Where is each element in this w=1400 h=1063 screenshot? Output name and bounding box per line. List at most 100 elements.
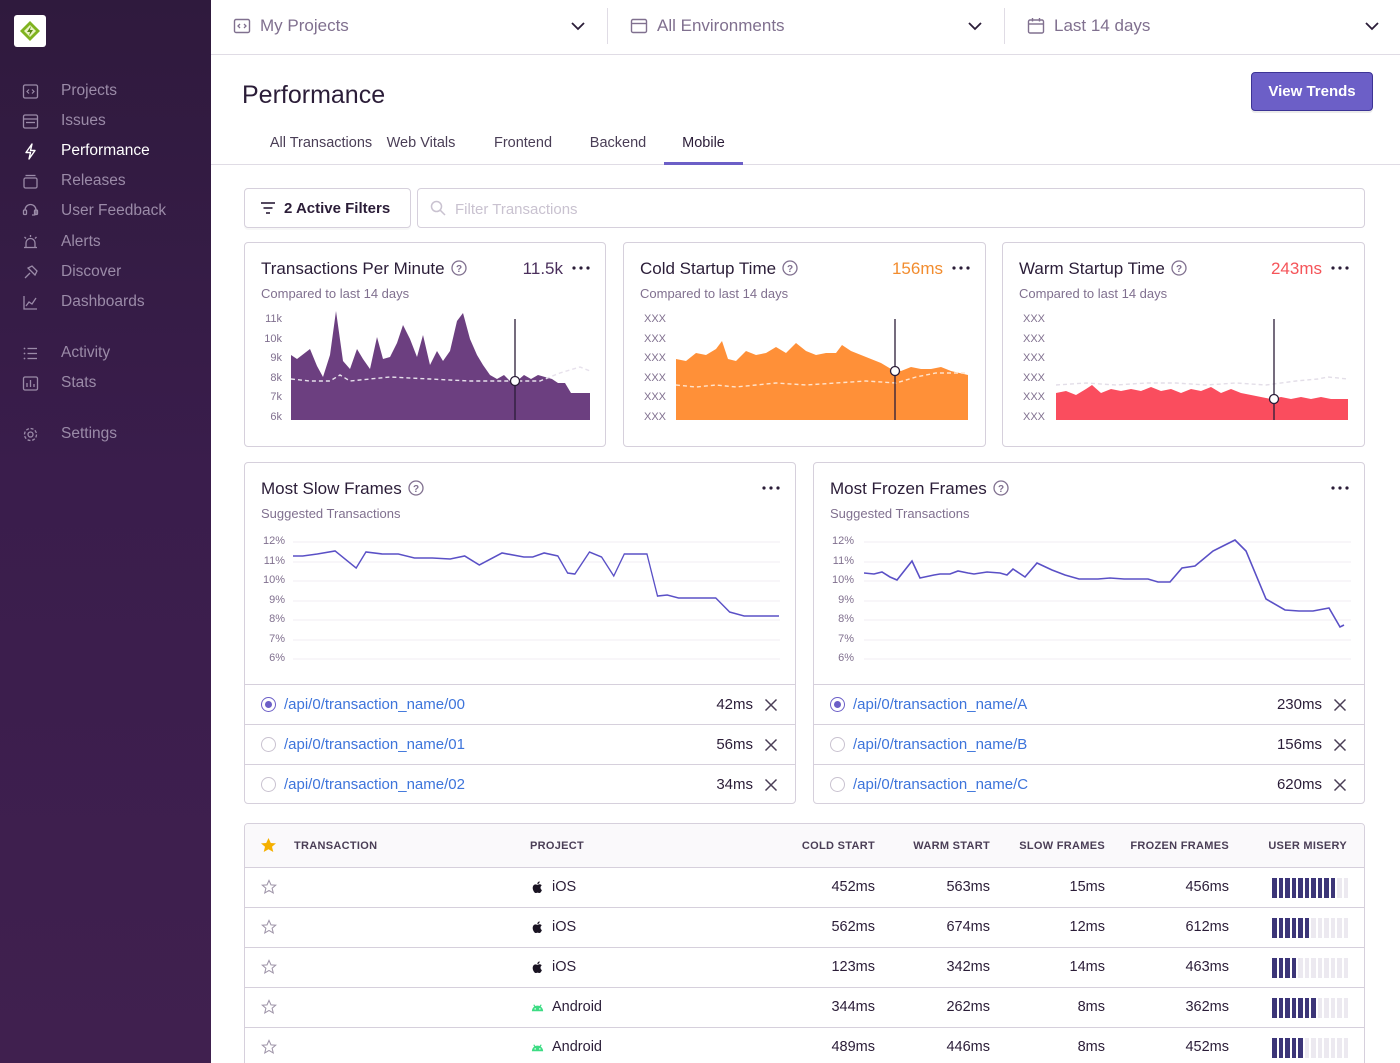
star-icon[interactable] bbox=[261, 1039, 277, 1055]
misery-bar bbox=[1337, 998, 1342, 1018]
close-icon[interactable] bbox=[1333, 738, 1347, 752]
suggested-transaction-row[interactable]: /api/0/transaction_name/C 620ms bbox=[814, 764, 1364, 804]
tab-all-transactions[interactable]: All Transactions bbox=[269, 135, 373, 151]
sidebar-item-alerts[interactable]: Alerts bbox=[0, 229, 211, 255]
close-icon[interactable] bbox=[1333, 778, 1347, 792]
misery-bar bbox=[1343, 918, 1348, 938]
cold-cursor-point[interactable] bbox=[889, 365, 901, 377]
slow-frames-line bbox=[293, 550, 780, 617]
column-frozen-frames[interactable]: FROZEN FRAMES bbox=[1130, 840, 1229, 852]
star-filled-icon[interactable] bbox=[260, 837, 277, 854]
misery-bar bbox=[1337, 958, 1342, 978]
project-selector[interactable]: My Projects bbox=[211, 0, 607, 54]
question-icon[interactable]: ? bbox=[408, 480, 424, 496]
transaction-radio[interactable] bbox=[261, 697, 276, 712]
transaction-radio[interactable] bbox=[261, 737, 276, 752]
transaction-link[interactable]: /api/0/transaction_name/C bbox=[853, 776, 1029, 793]
suggested-transaction-row[interactable]: /api/0/transaction_name/A 230ms bbox=[814, 684, 1364, 724]
close-icon[interactable] bbox=[1333, 698, 1347, 712]
view-trends-button[interactable]: View Trends bbox=[1251, 72, 1373, 111]
misery-bar bbox=[1311, 918, 1316, 938]
column-slow-frames[interactable]: SLOW FRAMES bbox=[1019, 840, 1105, 852]
warm-cursor-point[interactable] bbox=[1268, 393, 1280, 405]
misery-bar bbox=[1311, 998, 1316, 1018]
table-row[interactable]: iOS 562ms 674ms 12ms 612ms bbox=[245, 908, 1364, 948]
more-options-icon[interactable] bbox=[761, 481, 781, 495]
apple-icon bbox=[532, 921, 542, 934]
tab-web-vitals[interactable]: Web Vitals bbox=[386, 135, 456, 151]
tab-mobile[interactable]: Mobile bbox=[664, 125, 743, 165]
transaction-radio[interactable] bbox=[830, 697, 845, 712]
more-options-icon[interactable] bbox=[951, 261, 971, 275]
star-icon[interactable] bbox=[261, 959, 277, 975]
star-icon[interactable] bbox=[261, 999, 277, 1015]
sidebar-item-settings[interactable]: Settings bbox=[0, 421, 211, 447]
column-transaction[interactable]: TRANSACTION bbox=[294, 840, 378, 852]
transaction-link[interactable]: /api/0/transaction_name/A bbox=[853, 696, 1028, 713]
table-row[interactable]: Android 489ms 446ms 8ms 452ms bbox=[245, 1028, 1364, 1063]
sidebar-item-stats[interactable]: Stats bbox=[0, 370, 211, 396]
tab-frontend[interactable]: Frontend bbox=[493, 135, 553, 151]
active-filters-label: 2 Active Filters bbox=[284, 199, 391, 217]
misery-bar bbox=[1291, 918, 1296, 938]
question-icon[interactable]: ? bbox=[450, 260, 467, 276]
time-period-selector[interactable]: Last 14 days bbox=[1005, 0, 1400, 54]
column-warm-start[interactable]: WARM START bbox=[913, 840, 990, 852]
y-axis-tick-label: 12% bbox=[262, 535, 285, 547]
misery-bar bbox=[1298, 958, 1303, 978]
question-icon[interactable]: ? bbox=[1171, 260, 1187, 276]
close-icon[interactable] bbox=[764, 738, 778, 752]
sidebar-item-releases[interactable]: Releases bbox=[0, 168, 211, 194]
cold-start-value: 123ms bbox=[831, 959, 875, 975]
suggested-transaction-row[interactable]: /api/0/transaction_name/02 34ms bbox=[245, 764, 795, 804]
transaction-link[interactable]: /api/0/transaction_name/02 bbox=[284, 776, 465, 793]
transaction-link[interactable]: /api/0/transaction_name/B bbox=[853, 736, 1028, 753]
column-project[interactable]: PROJECT bbox=[530, 840, 585, 852]
user-misery-bar bbox=[1272, 998, 1348, 1018]
table-row[interactable]: iOS 123ms 342ms 14ms 463ms bbox=[245, 948, 1364, 988]
star-icon[interactable] bbox=[261, 879, 277, 895]
sidebar-item-performance[interactable]: Performance bbox=[0, 138, 211, 164]
close-icon[interactable] bbox=[764, 778, 778, 792]
tpm-cursor-point[interactable] bbox=[509, 375, 521, 387]
sidebar-item-projects[interactable]: Projects bbox=[0, 78, 211, 104]
suggested-transaction-row[interactable]: /api/0/transaction_name/00 42ms bbox=[245, 684, 795, 724]
sidebar-item-issues[interactable]: Issues bbox=[0, 108, 211, 134]
close-icon[interactable] bbox=[764, 698, 778, 712]
transaction-radio[interactable] bbox=[830, 737, 845, 752]
more-options-icon[interactable] bbox=[1330, 261, 1350, 275]
transaction-link[interactable]: /api/0/transaction_name/00 bbox=[284, 696, 465, 713]
slow-frames-value: 15ms bbox=[1069, 879, 1105, 895]
column-user-misery[interactable]: USER MISERY bbox=[1268, 840, 1347, 852]
org-logo[interactable] bbox=[14, 15, 46, 47]
sidebar-item-activity[interactable]: Activity bbox=[0, 340, 211, 366]
more-options-icon[interactable] bbox=[1330, 481, 1350, 495]
transaction-radio[interactable] bbox=[261, 777, 276, 792]
misery-bar bbox=[1304, 958, 1309, 978]
table-row[interactable]: Android 344ms 262ms 8ms 362ms bbox=[245, 988, 1364, 1028]
y-axis-tick-label: 6% bbox=[838, 652, 854, 664]
transaction-value: 56ms bbox=[716, 736, 753, 753]
question-icon[interactable]: ? bbox=[993, 480, 1009, 496]
sidebar-item-discover[interactable]: Discover bbox=[0, 259, 211, 285]
transaction-link[interactable]: /api/0/transaction_name/01 bbox=[284, 736, 465, 753]
active-filters-button[interactable]: 2 Active Filters bbox=[244, 188, 411, 228]
tab-backend[interactable]: Backend bbox=[589, 135, 647, 151]
cold-start-value: 489ms bbox=[831, 1039, 875, 1055]
logo-icon bbox=[20, 21, 40, 41]
question-icon[interactable]: ? bbox=[782, 260, 798, 276]
search-input[interactable] bbox=[455, 197, 1335, 221]
sidebar-item-dashboards[interactable]: Dashboards bbox=[0, 289, 211, 315]
suggested-transaction-row[interactable]: /api/0/transaction_name/B 156ms bbox=[814, 724, 1364, 764]
environment-selector[interactable]: All Environments bbox=[608, 0, 1004, 54]
table-row[interactable]: iOS 452ms 563ms 15ms 456ms bbox=[245, 868, 1364, 908]
environment-selector-label: All Environments bbox=[657, 16, 785, 35]
suggested-transaction-row[interactable]: /api/0/transaction_name/01 56ms bbox=[245, 724, 795, 764]
column-cold-start[interactable]: COLD START bbox=[801, 840, 875, 852]
misery-bar bbox=[1304, 998, 1309, 1018]
transaction-radio[interactable] bbox=[830, 777, 845, 792]
star-icon[interactable] bbox=[261, 919, 277, 935]
sidebar-item-user-feedback[interactable]: User Feedback bbox=[0, 198, 211, 224]
more-options-icon[interactable] bbox=[571, 261, 591, 275]
warm-start-value: 563ms bbox=[946, 879, 990, 895]
